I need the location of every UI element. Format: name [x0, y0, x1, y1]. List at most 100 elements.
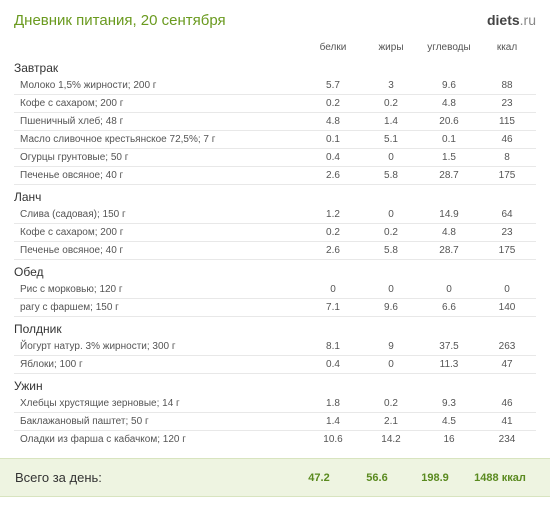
- food-row: Масло сливочное крестьянское 72,5%; 7 г 0…: [14, 131, 536, 149]
- total-carb: 198.9: [406, 469, 464, 486]
- val-carb: 4.5: [420, 413, 478, 431]
- total-protein: 47.2: [290, 469, 348, 486]
- food-row: Рис с морковью; 120 г0000: [14, 281, 536, 299]
- val-carb: 9.3: [420, 395, 478, 413]
- col-fat: жиры: [362, 39, 420, 56]
- val-kcal: 64: [478, 206, 536, 224]
- food-name: Кофе с сахаром; 200 г: [14, 95, 304, 113]
- val-carb: 14.9: [420, 206, 478, 224]
- val-carb: 28.7: [420, 167, 478, 185]
- val-fat: 0.2: [362, 224, 420, 242]
- val-carb: 20.6: [420, 113, 478, 131]
- food-row: Слива (садовая); 150 г1.2014.964: [14, 206, 536, 224]
- val-fat: 5.8: [362, 242, 420, 260]
- val-protein: 7.1: [304, 299, 362, 317]
- val-fat: 0: [362, 206, 420, 224]
- header: Дневник питания, 20 сентября diets.ru: [14, 12, 536, 29]
- val-kcal: 263: [478, 338, 536, 356]
- food-diary: Дневник питания, 20 сентября diets.ru бе…: [0, 0, 550, 448]
- column-headers: белки жиры углеводы ккал: [14, 39, 536, 56]
- val-kcal: 8: [478, 149, 536, 167]
- food-name: Масло сливочное крестьянское 72,5%; 7 г: [14, 131, 304, 149]
- food-row: Кофе с сахаром; 200 г0.20.24.823: [14, 95, 536, 113]
- val-protein: 0: [304, 281, 362, 299]
- food-row: Кофе с сахаром; 200 г0.20.24.823: [14, 224, 536, 242]
- food-name: Печенье овсяное; 40 г: [14, 167, 304, 185]
- val-kcal: 23: [478, 95, 536, 113]
- col-food: [14, 39, 304, 56]
- meal-heading: Завтрак: [14, 56, 536, 77]
- logo-main: diets: [487, 12, 520, 28]
- val-kcal: 0: [478, 281, 536, 299]
- meal-heading: Ужин: [14, 374, 536, 396]
- val-fat: 9: [362, 338, 420, 356]
- meal-heading: Обед: [14, 260, 536, 282]
- val-fat: 9.6: [362, 299, 420, 317]
- val-carb: 11.3: [420, 356, 478, 374]
- food-name: Огурцы грунтовые; 50 г: [14, 149, 304, 167]
- food-row: Яблоки; 100 г0.4011.347: [14, 356, 536, 374]
- food-row: Хлебцы хрустящие зерновые; 14 г1.80.29.3…: [14, 395, 536, 413]
- total-label: Всего за день:: [14, 469, 290, 486]
- food-name: Рис с морковью; 120 г: [14, 281, 304, 299]
- val-protein: 8.1: [304, 338, 362, 356]
- food-name: Баклажановый паштет; 50 г: [14, 413, 304, 431]
- val-fat: 0.2: [362, 395, 420, 413]
- food-name: Молоко 1,5% жирности; 200 г: [14, 77, 304, 95]
- total-kcal: 1488 ккал: [464, 469, 536, 486]
- val-kcal: 88: [478, 77, 536, 95]
- val-fat: 5.8: [362, 167, 420, 185]
- val-kcal: 175: [478, 167, 536, 185]
- val-protein: 4.8: [304, 113, 362, 131]
- val-carb: 4.8: [420, 95, 478, 113]
- val-fat: 0: [362, 356, 420, 374]
- food-row: Печенье овсяное; 40 г2.65.828.7175: [14, 167, 536, 185]
- page-title: Дневник питания, 20 сентября: [14, 12, 226, 29]
- site-logo: diets.ru: [487, 12, 536, 28]
- val-carb: 0: [420, 281, 478, 299]
- val-carb: 4.8: [420, 224, 478, 242]
- val-carb: 37.5: [420, 338, 478, 356]
- food-name: Йогурт натур. 3% жирности; 300 г: [14, 338, 304, 356]
- val-protein: 10.6: [304, 431, 362, 449]
- food-name: Пшеничный хлеб; 48 г: [14, 113, 304, 131]
- val-fat: 3: [362, 77, 420, 95]
- val-fat: 0: [362, 281, 420, 299]
- val-fat: 5.1: [362, 131, 420, 149]
- meal-heading: Полдник: [14, 317, 536, 339]
- food-name: Яблоки; 100 г: [14, 356, 304, 374]
- food-name: Слива (садовая); 150 г: [14, 206, 304, 224]
- food-name: Оладки из фарша с кабачком; 120 г: [14, 431, 304, 449]
- val-protein: 5.7: [304, 77, 362, 95]
- val-carb: 16: [420, 431, 478, 449]
- val-protein: 0.2: [304, 95, 362, 113]
- val-fat: 14.2: [362, 431, 420, 449]
- col-kcal: ккал: [478, 39, 536, 56]
- val-fat: 0.2: [362, 95, 420, 113]
- food-row: Печенье овсяное; 40 г2.65.828.7175: [14, 242, 536, 260]
- logo-tld: .ru: [520, 12, 536, 28]
- val-carb: 0.1: [420, 131, 478, 149]
- total-fat: 56.6: [348, 469, 406, 486]
- val-kcal: 140: [478, 299, 536, 317]
- food-name: Печенье овсяное; 40 г: [14, 242, 304, 260]
- food-row: Оладки из фарша с кабачком; 120 г10.614.…: [14, 431, 536, 449]
- food-row: Пшеничный хлеб; 48 г4.81.420.6115: [14, 113, 536, 131]
- food-name: Хлебцы хрустящие зерновые; 14 г: [14, 395, 304, 413]
- val-kcal: 41: [478, 413, 536, 431]
- val-carb: 1.5: [420, 149, 478, 167]
- val-kcal: 46: [478, 395, 536, 413]
- food-name: рагу с фаршем; 150 г: [14, 299, 304, 317]
- val-protein: 2.6: [304, 167, 362, 185]
- val-kcal: 115: [478, 113, 536, 131]
- val-protein: 0.4: [304, 149, 362, 167]
- val-kcal: 47: [478, 356, 536, 374]
- val-kcal: 46: [478, 131, 536, 149]
- val-protein: 1.2: [304, 206, 362, 224]
- food-row: рагу с фаршем; 150 г7.19.66.6140: [14, 299, 536, 317]
- food-row: Йогурт натур. 3% жирности; 300 г8.1937.5…: [14, 338, 536, 356]
- nutrition-table: белки жиры углеводы ккал ЗавтракМолоко 1…: [14, 39, 536, 448]
- val-protein: 0.2: [304, 224, 362, 242]
- food-name: Кофе с сахаром; 200 г: [14, 224, 304, 242]
- val-fat: 2.1: [362, 413, 420, 431]
